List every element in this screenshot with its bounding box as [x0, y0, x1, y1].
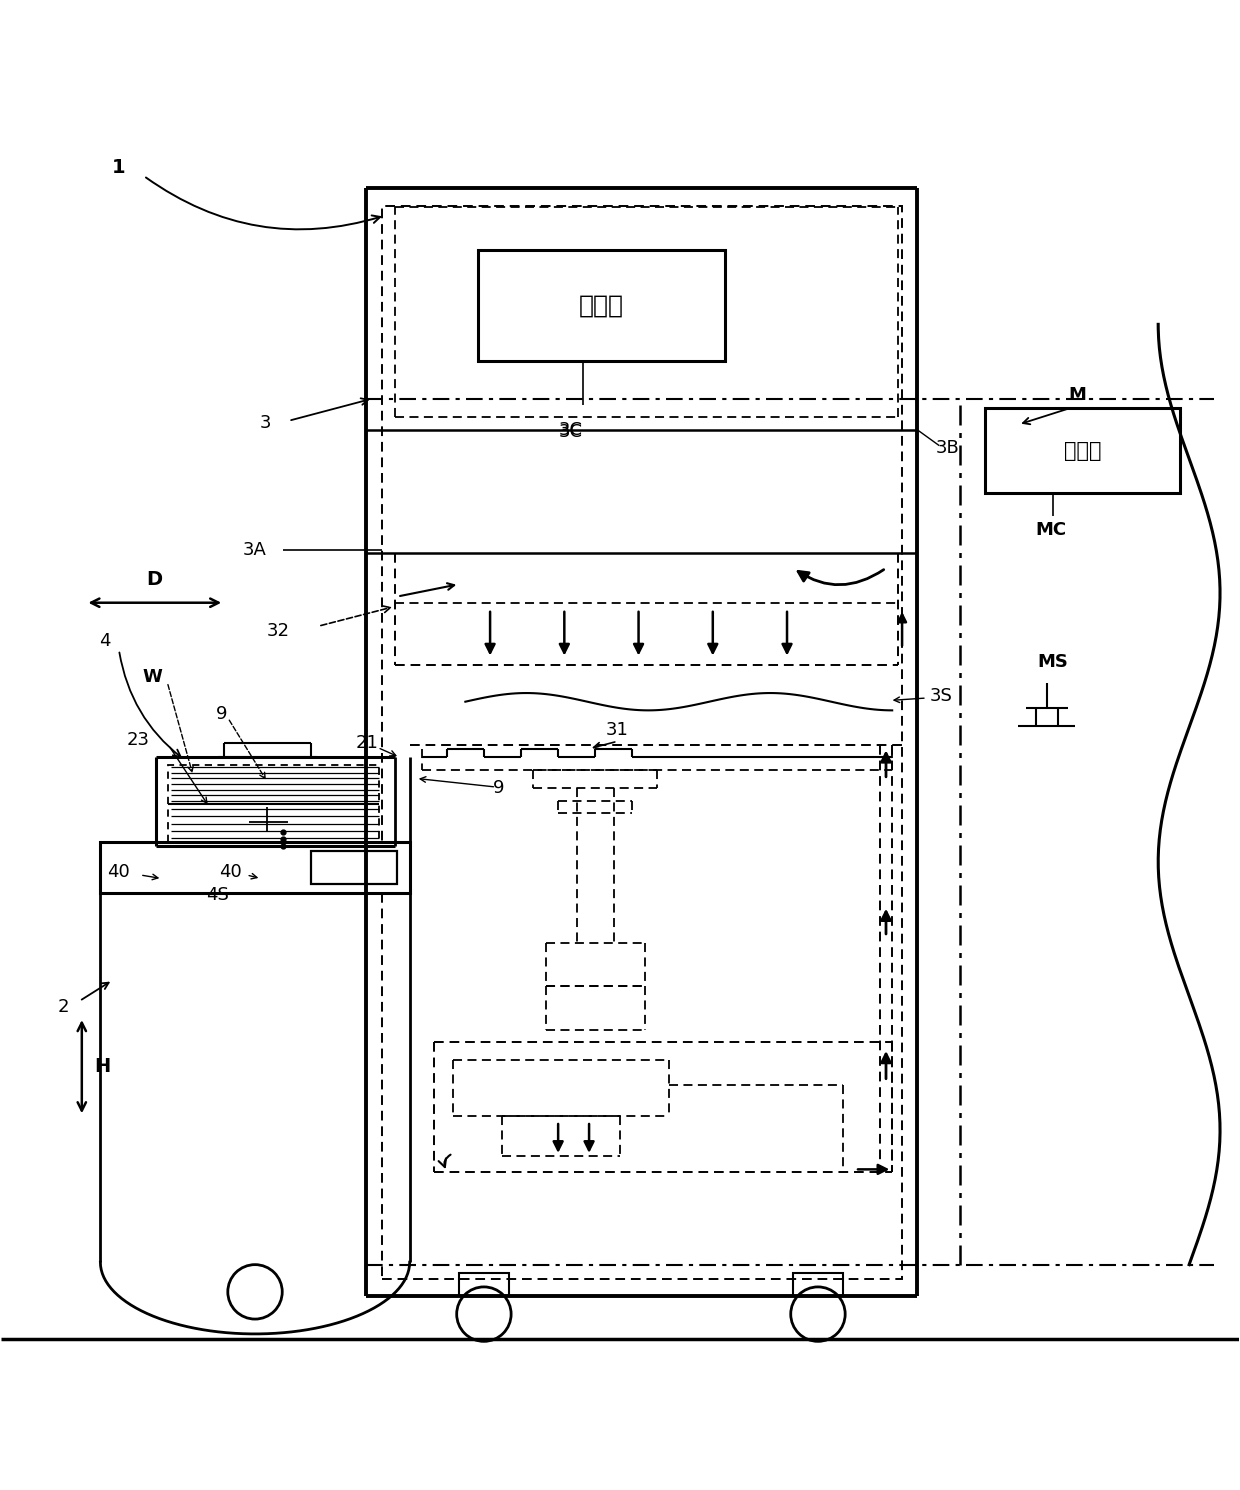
- Bar: [382, 206, 901, 1280]
- Text: 3C: 3C: [558, 420, 583, 440]
- Text: 9: 9: [216, 705, 228, 723]
- Text: 2: 2: [58, 998, 69, 1016]
- Text: 3B: 3B: [935, 440, 960, 457]
- Text: 40: 40: [108, 863, 130, 882]
- Text: 1: 1: [112, 158, 125, 177]
- Text: 4S: 4S: [207, 887, 229, 904]
- Text: M: M: [1069, 386, 1086, 404]
- Bar: [794, 1274, 843, 1296]
- Text: 23: 23: [126, 732, 150, 749]
- Text: 3A: 3A: [242, 541, 267, 559]
- Text: MS: MS: [1038, 653, 1069, 670]
- Bar: [311, 851, 397, 884]
- Text: 3: 3: [259, 414, 272, 432]
- Text: W: W: [143, 668, 162, 685]
- Text: 3S: 3S: [929, 687, 952, 705]
- Text: 4: 4: [99, 632, 110, 650]
- Bar: [985, 408, 1180, 493]
- Bar: [100, 842, 409, 894]
- Text: 21: 21: [356, 733, 378, 751]
- Text: 控制部: 控制部: [1064, 441, 1101, 460]
- Text: 40: 40: [219, 863, 242, 882]
- Text: 控制部: 控制部: [579, 294, 624, 317]
- Text: H: H: [94, 1058, 110, 1076]
- Bar: [459, 1274, 508, 1296]
- Bar: [169, 764, 378, 842]
- Text: D: D: [146, 571, 162, 589]
- Text: 3C: 3C: [558, 423, 583, 441]
- Text: 31: 31: [606, 721, 629, 739]
- Bar: [477, 250, 725, 362]
- Text: MC: MC: [1035, 522, 1066, 539]
- Text: 32: 32: [267, 623, 290, 641]
- Text: 9: 9: [492, 779, 505, 797]
